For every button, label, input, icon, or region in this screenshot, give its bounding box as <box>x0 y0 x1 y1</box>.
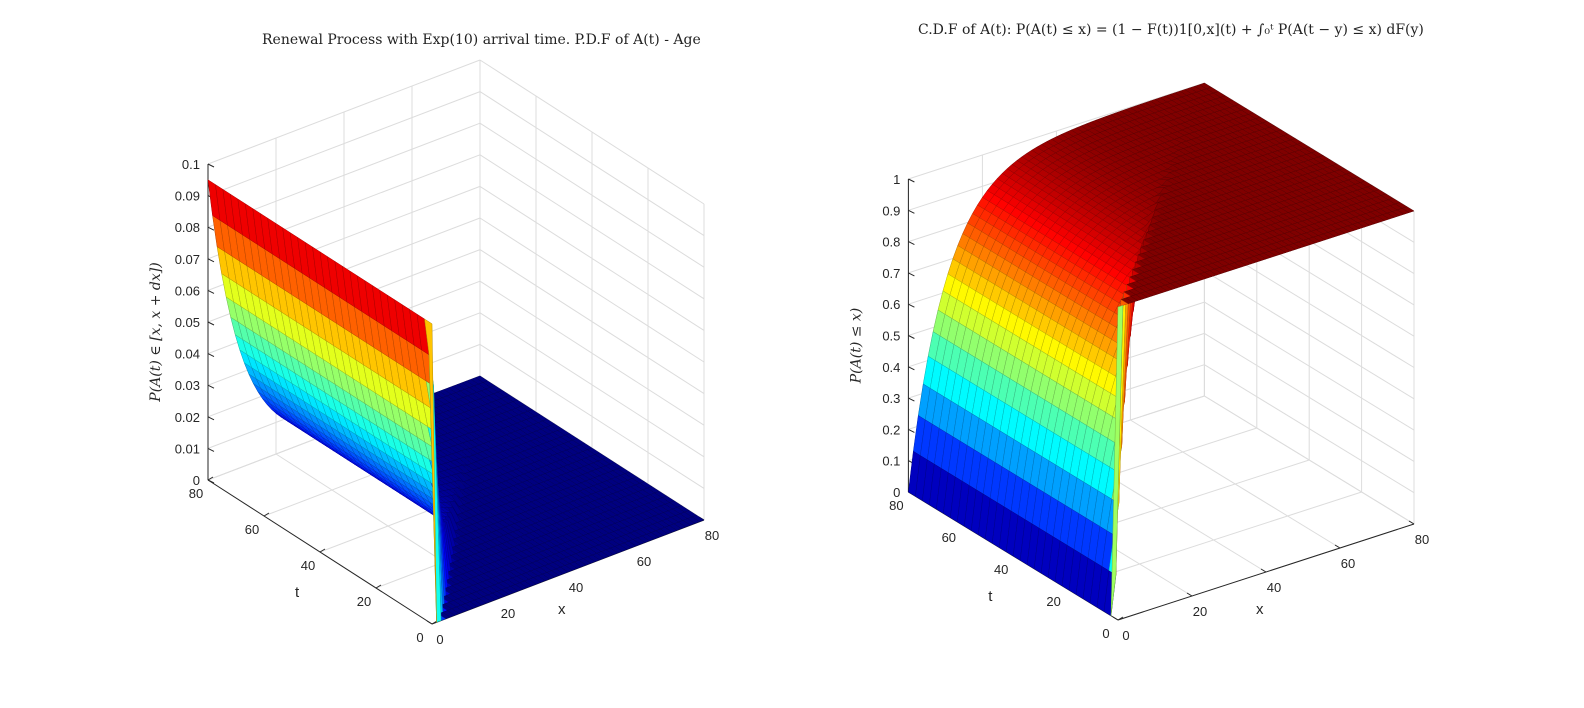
z-tick <box>908 428 915 433</box>
y-tick-label: 60 <box>942 530 956 545</box>
z-tick-label: 0.1 <box>182 157 200 172</box>
x-tick-label: 0 <box>1122 628 1129 643</box>
y-tick-label: 40 <box>301 558 315 573</box>
y-tick <box>263 512 270 517</box>
x-tick-label: 80 <box>1415 532 1429 547</box>
z-tick <box>207 321 215 326</box>
x-tick-label: 20 <box>1193 604 1207 619</box>
z-tick <box>207 479 215 484</box>
z-tick-label: 0.01 <box>175 441 200 456</box>
z-tick <box>207 384 215 389</box>
z-tick-label: 0.05 <box>175 315 200 330</box>
y-tick-label: 40 <box>994 562 1008 577</box>
z-tick-label: 0.03 <box>175 378 200 393</box>
x-axis-label: x <box>558 601 566 618</box>
y-tick <box>319 548 326 553</box>
z-tick <box>908 178 915 183</box>
x-tick-label: 0 <box>436 632 443 647</box>
z-tick-label: 0 <box>893 485 900 500</box>
z-tick <box>908 366 915 371</box>
x-tick-label: 80 <box>705 528 719 543</box>
chart-title-left: Renewal Process with Exp(10) arrival tim… <box>262 32 701 48</box>
z-tick <box>207 258 215 263</box>
surface-0 <box>207 179 705 623</box>
z-tick <box>207 289 215 294</box>
surface-patch <box>1110 305 1124 616</box>
z-tick-label: 0.09 <box>175 189 200 204</box>
x-tick-label: 60 <box>1341 556 1355 571</box>
y-tick-label: 80 <box>889 498 903 513</box>
z-tick-label: 1 <box>893 172 900 187</box>
y-tick <box>375 584 382 589</box>
z-tick-label: 0.9 <box>882 203 900 218</box>
x-tick <box>1260 568 1267 573</box>
x-tick-label: 40 <box>569 580 583 595</box>
z-axis-label: P(A(t) ≤ x) <box>848 308 864 385</box>
y-tick-label: 0 <box>1102 626 1109 641</box>
z-tick-label: 0.8 <box>882 235 900 250</box>
z-axis-label: P(A(t) ∈ [x, x + dx]) <box>148 262 164 402</box>
y-tick-label: 80 <box>189 486 203 501</box>
z-tick <box>207 447 215 452</box>
x-tick <box>1334 544 1341 549</box>
z-tick <box>908 209 915 214</box>
x-tick <box>1186 592 1193 597</box>
y-axis-label: t <box>988 588 993 605</box>
z-tick-label: 0 <box>193 473 200 488</box>
y-tick <box>1117 616 1124 621</box>
x-tick <box>1112 616 1119 621</box>
z-tick <box>908 397 915 402</box>
z-tick <box>207 353 215 358</box>
z-tick <box>908 241 915 246</box>
z-tick-label: 0.06 <box>175 283 200 298</box>
y-axis-label: t <box>295 584 300 601</box>
x-axis-label: x <box>1256 601 1264 618</box>
x-tick-label: 40 <box>1267 580 1281 595</box>
z-tick <box>207 163 215 168</box>
z-tick-label: 0.07 <box>175 252 200 267</box>
z-tick <box>207 226 215 231</box>
chart-title-right: C.D.F of A(t): P(A(t) ≤ x) = (1 − F(t))1… <box>918 22 1424 38</box>
surface-patch <box>424 318 437 623</box>
z-tick-label: 0.08 <box>175 220 200 235</box>
y-tick-label: 0 <box>416 630 423 645</box>
x-tick-label: 60 <box>637 554 651 569</box>
z-tick-label: 0.4 <box>882 360 900 375</box>
z-tick <box>908 303 915 308</box>
z-tick-label: 0.02 <box>175 410 200 425</box>
y-tick-label: 60 <box>245 522 259 537</box>
z-tick-label: 0.04 <box>175 347 200 362</box>
z-tick-label: 0.3 <box>882 391 900 406</box>
x-tick-label: 20 <box>501 606 515 621</box>
z-tick <box>908 272 915 277</box>
x-tick <box>426 620 433 625</box>
z-tick-label: 0.5 <box>882 329 900 344</box>
axes-0: 02040608002040608000.010.020.030.040.050… <box>148 59 719 647</box>
y-tick <box>207 476 214 481</box>
z-tick <box>908 335 915 339</box>
z-tick <box>207 416 215 421</box>
x-tick <box>1408 520 1415 525</box>
z-tick-label: 0.6 <box>882 297 900 312</box>
y-tick-label: 20 <box>357 594 371 609</box>
y-tick <box>431 620 438 625</box>
z-tick-label: 0.2 <box>882 422 900 437</box>
y-tick-label: 20 <box>1046 594 1060 609</box>
z-tick-label: 0.7 <box>882 266 900 281</box>
surface-1 <box>908 82 1415 617</box>
z-tick-label: 0.1 <box>882 454 900 469</box>
